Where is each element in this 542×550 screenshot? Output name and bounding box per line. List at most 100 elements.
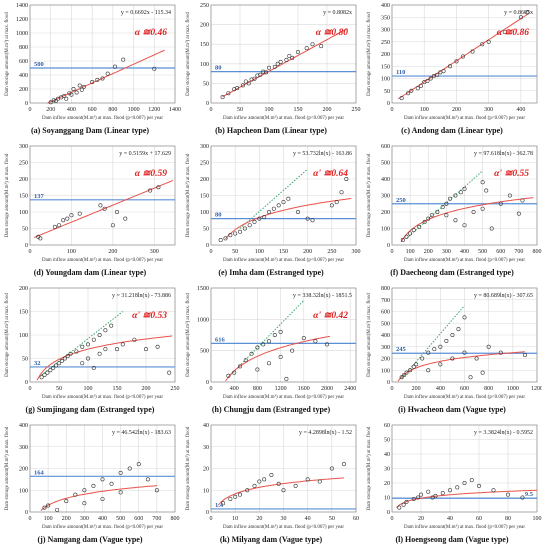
y-tick-label: 20 (203, 467, 209, 473)
data-point (109, 323, 114, 328)
data-point (319, 44, 324, 49)
panel-caption: (j) Namgang dam (Vague type) (37, 535, 142, 544)
panel-caption: (c) Andong dam (Linear type) (401, 126, 503, 135)
data-point (64, 96, 69, 101)
data-point (462, 223, 467, 228)
data-point (447, 64, 452, 69)
data-point (404, 499, 409, 504)
x-tick-label: 0 (391, 107, 394, 113)
reference-label: 137 (34, 193, 45, 200)
data-point (243, 79, 248, 84)
alpha-annotation: α' ≅0.42 (313, 311, 348, 321)
y-tick-label: 100 (381, 368, 390, 374)
x-tick-label: 800 (253, 386, 262, 392)
data-point (252, 483, 257, 488)
x-tick-label: 250 (327, 249, 336, 255)
regression-equation: y = 0.8605x (504, 10, 533, 16)
alpha-annotation: α' ≅0.53 (132, 311, 167, 321)
plot-area (29, 424, 176, 513)
data-point (228, 496, 233, 501)
data-point (102, 206, 107, 211)
data-point (249, 351, 254, 356)
plot-area (391, 145, 538, 246)
data-point (441, 69, 446, 74)
data-point (86, 342, 91, 347)
x-axis-title: Dam inflow amount(M.m³) at max. flood (p… (404, 257, 525, 263)
regression-equation: y = 46.542ln(x) - 183.63 (112, 429, 171, 436)
x-tick-label: 500 (478, 249, 487, 255)
y-tick-label: 100 (19, 488, 28, 494)
trend-line (41, 311, 124, 376)
data-point (444, 213, 449, 218)
data-point (42, 505, 47, 510)
data-point (404, 370, 409, 375)
data-point (281, 488, 286, 493)
data-point (426, 350, 431, 355)
reference-label: 80 (215, 65, 222, 72)
data-point (293, 483, 298, 488)
y-tick-label: 100 (19, 210, 28, 216)
data-point (103, 347, 108, 352)
data-point (438, 362, 443, 367)
plot-area (391, 424, 538, 513)
y-tick-label: 300 (19, 144, 28, 150)
y-tick-label: 1500 (197, 286, 209, 292)
data-point (167, 370, 172, 375)
trend-line (228, 300, 305, 378)
data-point (79, 87, 84, 92)
y-axis-title: Dam storage amount(M.m³) at max. flood (185, 426, 191, 510)
regression-equation: y = 97.618ln(x) - 362.78 (474, 150, 533, 157)
plot-area (210, 424, 357, 513)
x-tick-label: 400 (516, 107, 525, 113)
data-point (53, 98, 58, 103)
x-tick-label: 100 (533, 516, 542, 522)
x-axis-title: Dam inflow amount(M.m³) at max. flood (p… (42, 394, 163, 400)
x-tick-label: 700 (152, 516, 161, 522)
data-point (329, 203, 334, 208)
x-tick-label: 700 (514, 249, 523, 255)
data-point (409, 88, 414, 93)
x-tick-label: 0 (210, 107, 213, 113)
data-point (417, 224, 422, 229)
data-point (304, 46, 309, 51)
data-point (238, 492, 243, 497)
x-tick-label: 30 (281, 516, 287, 522)
y-tick-label: 200 (381, 357, 390, 363)
y-tick-label: 100 (19, 333, 28, 339)
trend-line (401, 305, 465, 379)
y-tick-label: 150 (200, 42, 209, 48)
data-point (100, 477, 105, 482)
data-point (266, 210, 271, 215)
x-tick-label: 250 (171, 386, 180, 392)
data-point (408, 368, 413, 373)
data-point (471, 210, 476, 215)
data-point (456, 327, 461, 332)
trend-line (406, 170, 483, 239)
data-point (397, 505, 402, 510)
regression-equation: y = 80.689ln(x) - 307.65 (474, 292, 533, 299)
x-tick-label: 200 (46, 107, 55, 113)
data-point (402, 372, 407, 377)
data-point (498, 350, 503, 355)
data-point (474, 356, 479, 361)
y-tick-label: 40 (203, 423, 209, 429)
data-point (115, 210, 120, 215)
data-point (257, 216, 262, 221)
data-point (281, 200, 286, 205)
y-tick-label: 50 (22, 227, 28, 233)
x-axis-title: Dam inflow amount(M.m³) at max. flood (p… (223, 115, 344, 121)
chart-panel: 0 50 100 150 200 250 300 0 50 100 150 200 250 300 80 y … (185, 144, 361, 277)
y-tick-label: 100 (200, 62, 209, 68)
data-point (223, 236, 228, 241)
data-point (406, 91, 411, 96)
panel-caption: (b) Hapcheon Dam (Linear type) (215, 126, 327, 135)
data-point (118, 490, 123, 495)
y-axis-title: Dam storage amount(M.m³) at max. flood (185, 153, 191, 237)
y-tick-label: 10 (203, 488, 209, 494)
alpha-annotation: α' ≅0.55 (494, 169, 529, 179)
data-point (232, 370, 237, 375)
data-point (127, 466, 132, 471)
y-tick-label: 20 (384, 481, 390, 487)
plot-area (29, 287, 176, 383)
x-tick-label: 200 (424, 249, 433, 255)
